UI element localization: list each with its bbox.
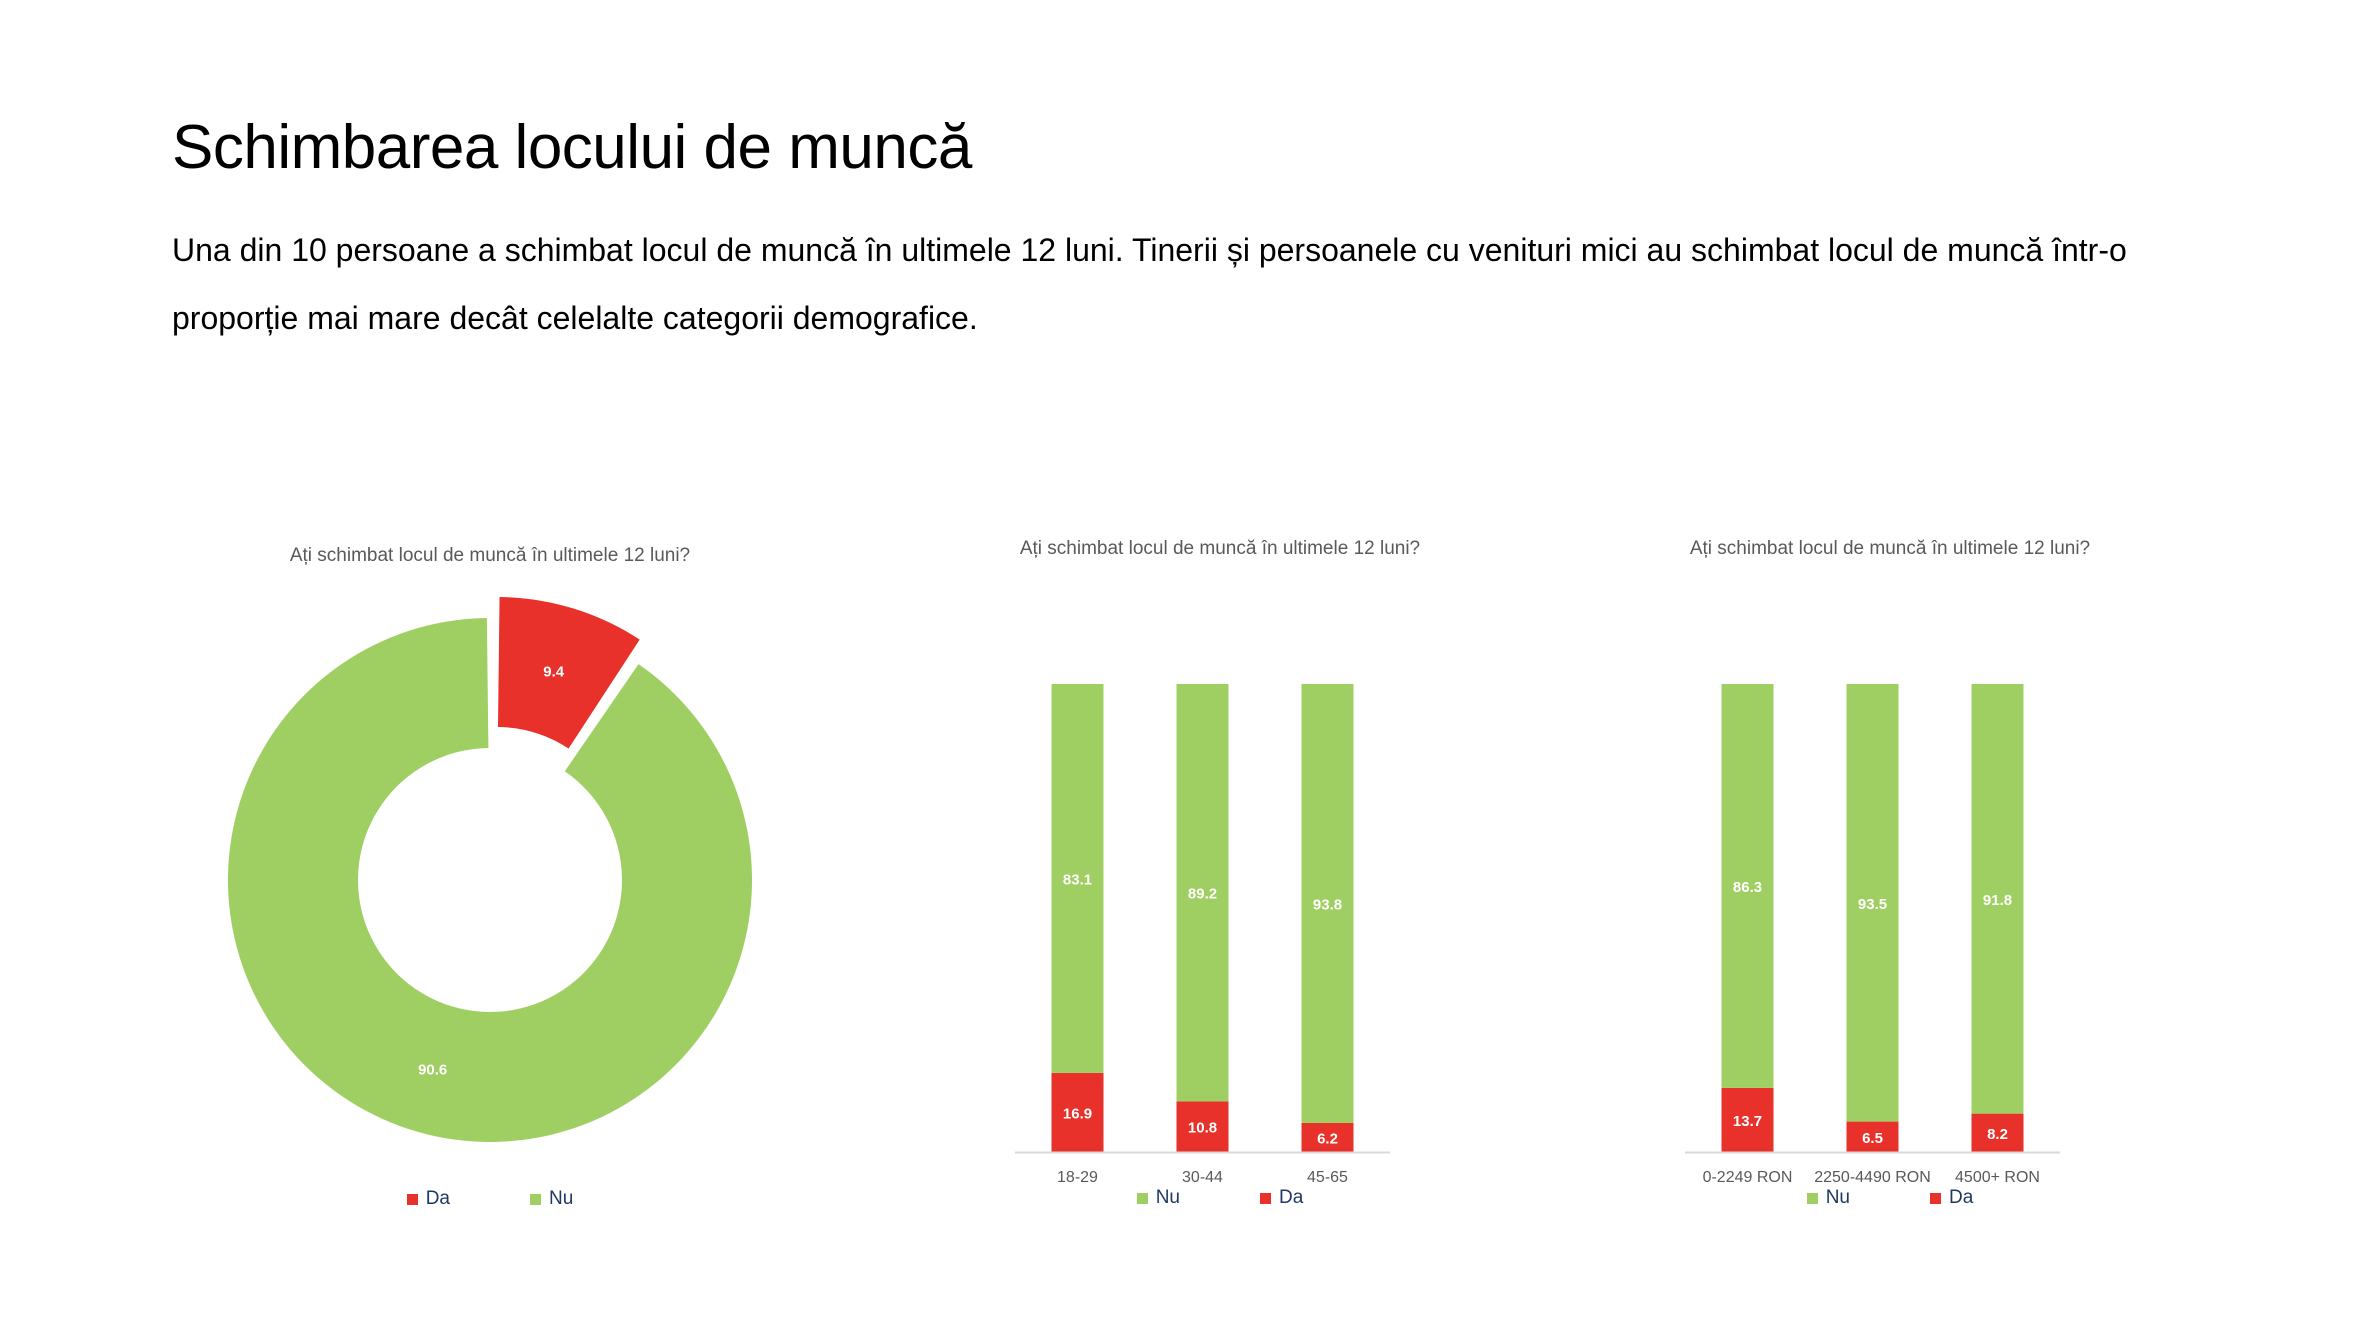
chart-legend: Nu Da <box>1660 1187 2120 1209</box>
data-label-da-2250-4490-ron: 6.5 <box>1862 1130 1883 1147</box>
bar-segment-nu-45-65 <box>1301 684 1354 1123</box>
bar-segment-nu-18-29 <box>1051 684 1104 1073</box>
doughnut-chart-panel: Ați schimbat locul de muncă în ultimele … <box>200 520 780 1220</box>
x-tick-label: 4500+ RON <box>1955 1169 2040 1186</box>
chart-title: Ați schimbat locul de muncă în ultimele … <box>289 545 691 566</box>
x-tick-label: 18-29 <box>1057 1169 1098 1186</box>
chart-legend: Da Nu <box>200 1188 780 1210</box>
bar-segment-da-18-29 <box>1051 1072 1104 1152</box>
legend-label-da: Da <box>425 1188 450 1209</box>
bar-segment-da-30-44 <box>1176 1101 1229 1152</box>
legend-swatch-nu <box>1136 1192 1148 1204</box>
data-label-da-0-2249-ron: 13.7 <box>1733 1113 1762 1130</box>
data-label-da-18-29: 16.9 <box>1063 1105 1092 1122</box>
bar-segment-nu-2250-4490-ron <box>1846 684 1899 1122</box>
legend-item-nu: Nu <box>530 1188 573 1210</box>
slide-title: Schimbarea locului de muncă <box>172 113 972 182</box>
chart-legend: Nu Da <box>990 1187 1450 1209</box>
legend-item-da: Da <box>406 1188 450 1210</box>
legend-item-nu: Nu <box>1806 1187 1850 1209</box>
legend-swatch-da <box>406 1193 418 1205</box>
x-tick-label: 0-2249 RON <box>1703 1169 1793 1186</box>
legend-label-da: Da <box>1949 1187 1974 1208</box>
legend-swatch-da <box>1260 1192 1271 1204</box>
data-label-da-45-65: 6.2 <box>1317 1130 1338 1147</box>
data-label-da-30-44: 10.8 <box>1188 1120 1217 1137</box>
data-label-da-4500-ron: 8.2 <box>1987 1126 2008 1143</box>
data-label-nu-0-2249-ron: 86.3 <box>1733 879 1762 896</box>
doughnut-slice-da <box>497 596 640 749</box>
chart-title: Ați schimbat locul de muncă în ultimele … <box>1689 538 2091 559</box>
legend-label-nu: Nu <box>1155 1187 1180 1208</box>
data-label-da: 9.4 <box>543 663 565 680</box>
legend-swatch-da <box>1930 1192 1941 1204</box>
legend-label-nu: Nu <box>1825 1187 1850 1208</box>
age-bar-chart-panel: Ați schimbat locul de muncă în ultimele … <box>990 520 1450 1220</box>
income-stacked-bar-chart: 13.7 86.3 0-2249 RON 6.5 93.5 2250-4490 RON 8.… <box>1685 684 2060 1186</box>
data-label-nu-4500-ron: 91.8 <box>1983 892 2012 909</box>
bar-segment-nu-30-44 <box>1176 684 1229 1102</box>
legend-label-nu: Nu <box>549 1188 574 1209</box>
legend-item-da: Da <box>1930 1187 1973 1209</box>
data-label-nu-45-65: 93.8 <box>1313 896 1342 913</box>
x-tick-label: 30-44 <box>1182 1169 1223 1186</box>
data-label-nu-18-29: 83.1 <box>1063 871 1092 888</box>
x-tick-label: 2250-4490 RON <box>1814 1169 1931 1186</box>
bar-segment-nu-4500-ron <box>1971 684 2024 1114</box>
data-label-nu: 90.6 <box>418 1061 447 1078</box>
bar-segment-nu-0-2249-ron <box>1721 684 1774 1088</box>
doughnut-chart: 9.4 90.6 <box>228 596 752 1142</box>
age-stacked-bar-chart: 16.9 83.1 18-29 10.8 89.2 30-44 6.2 93.8 45-65 <box>1015 684 1390 1186</box>
income-bar-chart-panel: Ați schimbat locul de muncă în ultimele … <box>1660 520 2120 1220</box>
slide-summary-text: Una din 10 persoane a schimbat locul de … <box>172 232 2127 336</box>
doughnut-slice-nu <box>228 618 752 1142</box>
x-tick-label: 45-65 <box>1307 1169 1348 1186</box>
legend-swatch-nu <box>530 1193 541 1205</box>
data-label-nu-2250-4490-ron: 93.5 <box>1858 896 1887 913</box>
bar-segment-da-2250-4490-ron <box>1846 1121 1899 1152</box>
legend-swatch-nu <box>1806 1192 1818 1204</box>
bar-segment-da-45-65 <box>1301 1122 1354 1152</box>
legend-label-da: Da <box>1279 1187 1304 1208</box>
bar-segment-da-0-2249-ron <box>1721 1087 1774 1152</box>
data-label-nu-30-44: 89.2 <box>1188 886 1217 903</box>
chart-title: Ați schimbat locul de muncă în ultimele … <box>1019 538 1421 559</box>
bar-segment-da-4500-ron <box>1971 1113 2024 1152</box>
legend-item-nu: Nu <box>1136 1187 1180 1209</box>
legend-item-da: Da <box>1260 1187 1303 1209</box>
